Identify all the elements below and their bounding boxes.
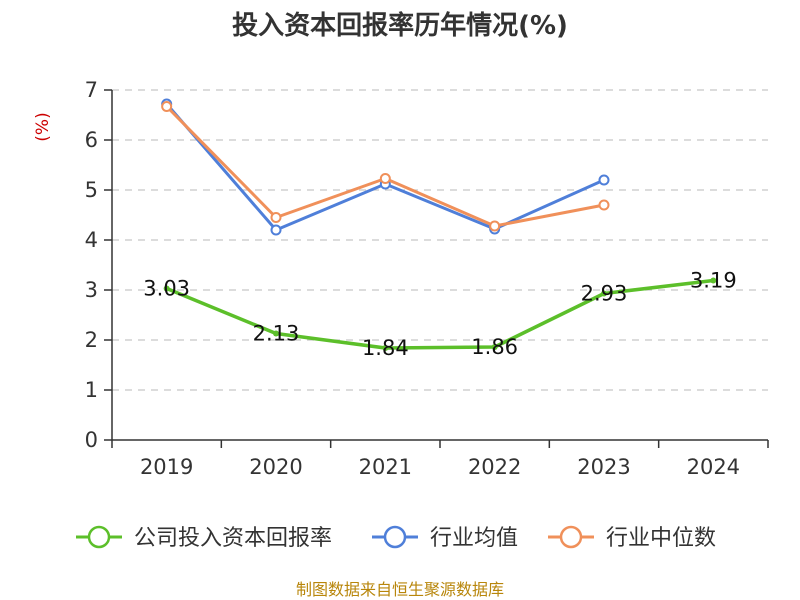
- series-2-point-2019[interactable]: [161, 101, 173, 112]
- legend-label-0: 公司投入资本回报率: [134, 526, 332, 551]
- grid-lines: [112, 89, 768, 391]
- legend-item-0[interactable]: 公司投入资本回报率: [76, 525, 332, 551]
- series-2-point-2022[interactable]: [489, 220, 501, 232]
- series-0-point-2021[interactable]: [382, 345, 389, 351]
- legend-item-1[interactable]: 行业均值: [372, 525, 518, 551]
- y-tick-label-4: 4: [85, 228, 98, 252]
- series-2-point-2023[interactable]: [598, 199, 610, 211]
- series-0-point-2019[interactable]: [163, 285, 170, 292]
- data-label-2024: 3.19: [690, 269, 737, 293]
- legend-label-1: 行业均值: [430, 526, 518, 551]
- legend-swatch-marker-0: [87, 525, 111, 549]
- chart-title: 投入资本回报率历年情况(%): [232, 10, 568, 41]
- y-tick-label-2: 2: [85, 328, 98, 352]
- y-tick-label-0: 0: [85, 428, 98, 452]
- series-1-point-2020[interactable]: [270, 224, 282, 236]
- y-tick-label-3: 3: [85, 278, 98, 302]
- x-tick-label-2019: 2019: [140, 455, 193, 479]
- series-1-point-2023[interactable]: [598, 174, 610, 186]
- y-tick-label-7: 7: [85, 78, 98, 102]
- legend-item-2[interactable]: 行业中位数: [548, 525, 716, 551]
- x-tick-label-2021: 2021: [359, 455, 412, 479]
- data-label-2021: 1.84: [362, 336, 409, 360]
- legend[interactable]: 公司投入资本回报率 行业均值 行业中位数: [76, 525, 716, 551]
- legend-swatch-marker-1: [383, 525, 407, 549]
- data-label-2022: 1.86: [471, 335, 518, 359]
- x-tick-label-2023: 2023: [577, 455, 630, 479]
- data-source: 制图数据来自恒生聚源数据库: [296, 580, 504, 599]
- data-label-2019: 3.03: [143, 277, 190, 301]
- legend-swatch-marker-2: [559, 525, 583, 549]
- legend-label-2: 行业中位数: [606, 526, 716, 551]
- series-0-point-2022[interactable]: [491, 344, 498, 350]
- series-line-0[interactable]: [166, 278, 714, 350]
- data-label-2023: 2.93: [581, 282, 628, 306]
- x-tick-label-2022: 2022: [468, 455, 521, 479]
- y-tick-label-5: 5: [85, 178, 98, 202]
- series-2-point-2020[interactable]: [270, 212, 282, 223]
- y-axis-unit: (%): [33, 112, 53, 141]
- series-2-point-2021[interactable]: [379, 173, 391, 184]
- series-0-point-2023[interactable]: [601, 290, 607, 297]
- series-0-point-2024[interactable]: [710, 277, 717, 284]
- axes: 0 1 2 3 4 5 6 7 2019 2020 2021 2022 2023 2024: [85, 78, 769, 479]
- series-group: [161, 98, 717, 351]
- data-labels: 3.03 2.13 1.84 1.86 2.93 3.19: [143, 269, 736, 361]
- data-label-2020: 2.13: [253, 322, 300, 346]
- y-tick-label-1: 1: [85, 378, 98, 402]
- series-line-1[interactable]: [165, 103, 605, 232]
- x-tick-label-2024: 2024: [687, 455, 740, 479]
- y-tick-label-6: 6: [85, 128, 98, 152]
- x-tick-label-2020: 2020: [249, 455, 302, 479]
- series-0-point-2020[interactable]: [273, 330, 279, 337]
